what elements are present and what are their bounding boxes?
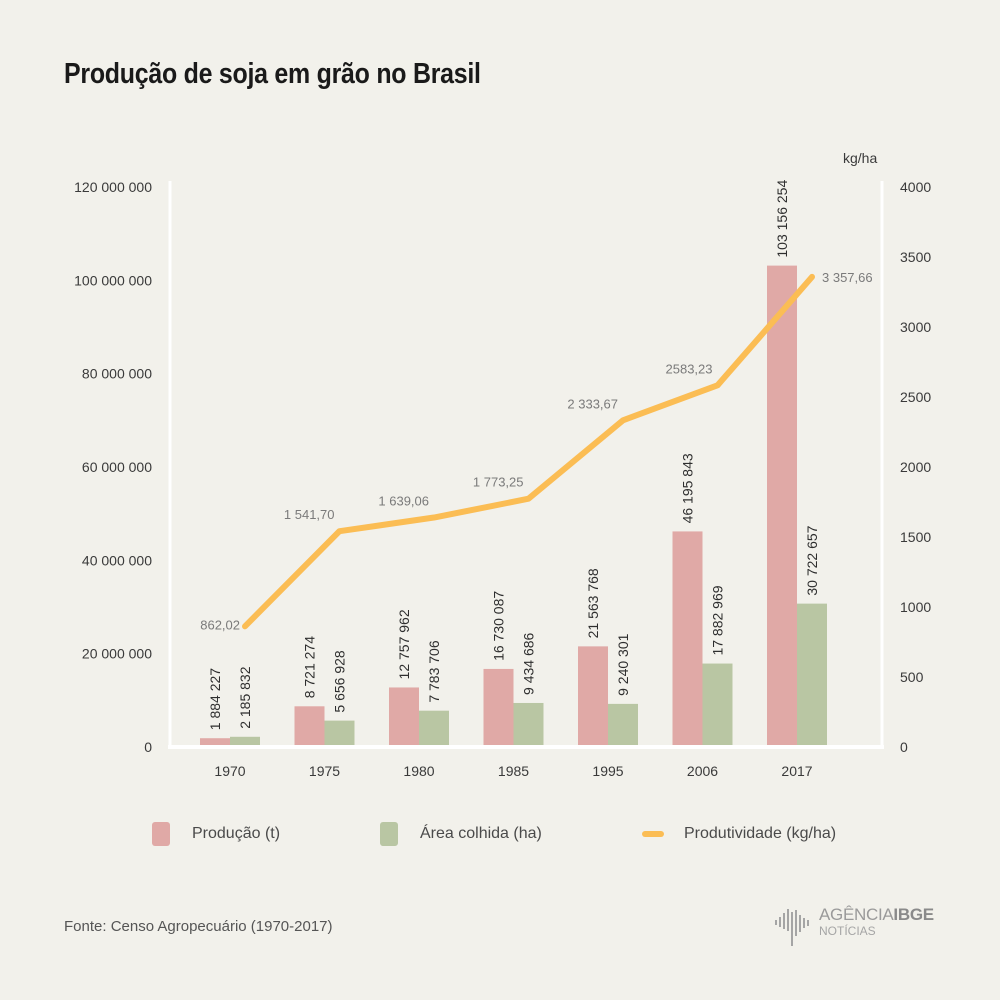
line-data-label: 1 639,06: [378, 494, 429, 509]
bar-label-area: 30 722 657: [804, 525, 820, 595]
bar-label-area: 5 656 928: [332, 650, 348, 712]
line-data-label: 862,02: [200, 617, 240, 632]
legend-label-producao: Produção (t): [192, 825, 281, 842]
bar-producao: [200, 738, 230, 747]
legend-swatch-produtividade: [642, 831, 664, 837]
right-tick-label: 0: [900, 739, 908, 755]
category-label: 1970: [214, 763, 245, 779]
right-tick-label: 4000: [900, 179, 931, 195]
line-data-label: 1 541,70: [284, 507, 335, 522]
line-data-label: 3 357,66: [822, 270, 873, 285]
bar-label-producao: 103 156 254: [774, 180, 790, 258]
logo-noticias: NOTÍCIAS: [819, 924, 876, 938]
legend-swatch-producao: [152, 822, 170, 846]
chart-title: Produção de soja em grão no Brasil: [64, 58, 481, 90]
left-tick-label: 80 000 000: [82, 366, 152, 382]
bar-area: [797, 603, 827, 747]
agencia-ibge-logo: AGÊNCIAIBGE NOTÍCIAS: [775, 906, 934, 946]
bar-area: [702, 663, 733, 747]
logo-ibge: IBGE: [893, 905, 934, 924]
legend-item-producao[interactable]: Produção (t): [152, 822, 280, 846]
bar-label-area: 9 434 686: [521, 632, 537, 694]
bar-area: [608, 703, 638, 747]
right-axis-ticks: 0 500 1000 1500 2000 2500 3000 3500 4000: [900, 179, 931, 755]
right-tick-label: 2500: [900, 389, 931, 405]
right-tick-label: 500: [900, 669, 924, 685]
left-axis-ticks: 0 20 000 000 40 000 000 60 000 000 80 000 00…: [74, 179, 152, 755]
bar-producao: [767, 265, 797, 747]
bar-producao: [389, 687, 419, 747]
bar-producao: [294, 706, 325, 747]
right-tick-label: 2000: [900, 459, 931, 475]
right-axis-unit-label: kg/ha: [843, 150, 877, 166]
line-data-label: 2583,23: [666, 361, 713, 376]
left-tick-label: 20 000 000: [82, 646, 152, 662]
left-tick-label: 40 000 000: [82, 552, 152, 568]
ibge-logo-icon: [775, 909, 809, 946]
bar-area: [419, 710, 449, 747]
line-data-label: 1 773,25: [473, 475, 524, 490]
category-label: 1975: [309, 763, 340, 779]
bar-area: [230, 736, 260, 747]
left-tick-label: 100 000 000: [74, 272, 152, 288]
legend: Produção (t) Área colhida (ha) Produtivi…: [0, 822, 1000, 852]
category-labels: 1970 1975 1980 1985 1995 2006 2017: [214, 763, 812, 779]
bar-label-producao: 21 563 768: [585, 568, 601, 638]
produtividade-line: [242, 273, 815, 630]
category-label: 1985: [498, 763, 529, 779]
bar-label-producao: 46 195 843: [680, 453, 696, 523]
line-data-label: 2 333,67: [567, 396, 618, 411]
logo-agencia: AGÊNCIA: [819, 905, 894, 924]
bar-label-producao: 8 721 274: [302, 636, 318, 698]
combo-chart: 0 20 000 000 40 000 000 60 000 000 80 000 00…: [74, 150, 931, 779]
left-tick-label: 120 000 000: [74, 179, 152, 195]
right-tick-label: 1000: [900, 599, 931, 615]
left-tick-label: 60 000 000: [82, 459, 152, 475]
bar-label-area: 7 783 706: [426, 640, 442, 702]
category-label: 2017: [781, 763, 812, 779]
bar-area: [513, 702, 544, 747]
line-labels: 862,02 1 541,70 1 639,06 1 773,25 2 333,67 25…: [200, 270, 872, 632]
right-tick-label: 1500: [900, 529, 931, 545]
legend-swatch-area: [380, 822, 398, 846]
axes: [168, 181, 884, 749]
bar-label-area: 9 240 301: [615, 633, 631, 695]
category-label: 1980: [403, 763, 434, 779]
bar-label-producao: 12 757 962: [396, 609, 412, 679]
right-tick-label: 3000: [900, 319, 931, 335]
right-tick-label: 3500: [900, 249, 931, 265]
bar-label-area: 17 882 969: [710, 585, 726, 655]
bar-area: [324, 720, 355, 747]
productivity-line: [242, 273, 815, 630]
legend-item-produtividade[interactable]: Produtividade (kg/ha): [642, 825, 836, 843]
bars: [200, 265, 827, 747]
left-tick-label: 0: [144, 739, 152, 755]
bar-producao: [672, 531, 703, 747]
bar-producao: [578, 646, 608, 747]
legend-label-area: Área colhida (ha): [420, 825, 542, 842]
bar-label-area: 2 185 832: [237, 666, 253, 728]
bar-labels: 1 884 227 2 185 832 8 721 274 5 656 928 12 7…: [207, 180, 820, 731]
category-label: 2006: [687, 763, 718, 779]
bar-producao: [483, 668, 514, 747]
bar-label-producao: 1 884 227: [207, 668, 223, 730]
legend-item-area[interactable]: Área colhida (ha): [380, 822, 542, 846]
source-note: Fonte: Censo Agropecuário (1970-2017): [64, 918, 333, 935]
legend-label-produtividade: Produtividade (kg/ha): [684, 825, 837, 842]
bar-label-producao: 16 730 087: [491, 591, 507, 661]
category-label: 1995: [592, 763, 623, 779]
